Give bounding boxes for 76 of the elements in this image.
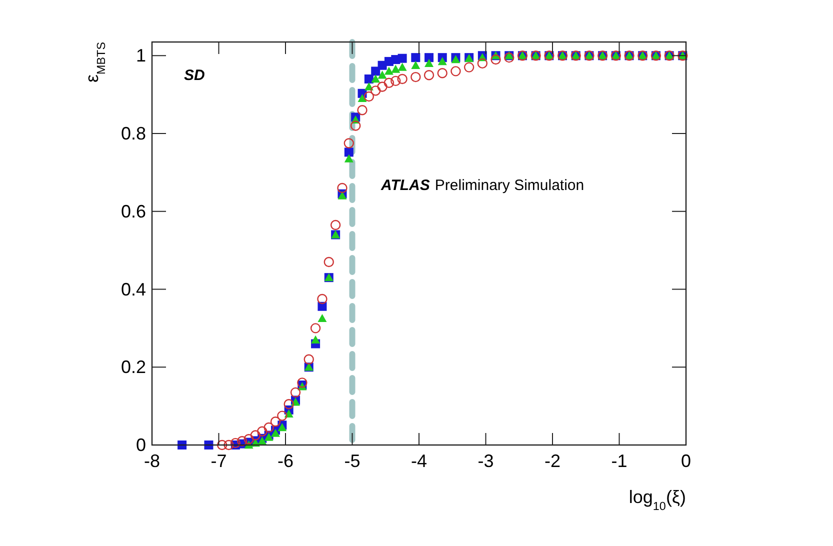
point (358, 94, 367, 102)
point (350, 120, 361, 131)
point (357, 105, 368, 116)
point (424, 53, 434, 62)
y-tick-label: 0.2 (120, 357, 146, 378)
point (244, 434, 254, 444)
point (317, 294, 328, 304)
annotation: SD (184, 67, 206, 84)
point (344, 154, 354, 162)
x-tick-label: -6 (277, 451, 294, 471)
point (318, 314, 327, 322)
x-tick-label: 0 (680, 451, 692, 471)
point (290, 387, 301, 398)
point (344, 148, 354, 157)
y-tick-label: 0.4 (120, 279, 146, 300)
x-tick-label: -5 (344, 451, 360, 471)
point (337, 182, 348, 194)
point (270, 428, 280, 437)
point (410, 72, 421, 82)
point (250, 430, 261, 440)
point (324, 256, 334, 268)
point (384, 78, 394, 88)
point (370, 86, 381, 96)
point (311, 335, 320, 344)
point (477, 58, 488, 69)
x-axis-title: log$_{10}$(ξ) (628, 487, 686, 512)
point (364, 82, 374, 90)
point (384, 66, 394, 75)
point (371, 66, 380, 76)
point (224, 440, 234, 450)
point (378, 70, 387, 79)
x-tick-label: -8 (144, 451, 160, 471)
point (398, 54, 407, 63)
x-tick-label: -3 (478, 451, 494, 471)
point (330, 220, 341, 230)
point (310, 323, 321, 334)
point (437, 68, 448, 78)
y-tick-label: 0 (136, 435, 146, 455)
x-tick-label: -2 (544, 451, 561, 471)
point (450, 66, 461, 76)
point (438, 56, 447, 66)
point (411, 60, 420, 69)
x-tick-label: -1 (611, 451, 628, 471)
point (490, 54, 501, 65)
point (398, 62, 407, 71)
y-tick-label: 0.6 (120, 201, 146, 222)
point (364, 91, 374, 102)
point (284, 409, 294, 418)
point (216, 440, 228, 450)
point (237, 436, 248, 446)
point (297, 378, 308, 388)
point (264, 422, 274, 433)
point (397, 74, 408, 84)
point (464, 62, 474, 72)
point (411, 53, 420, 62)
point (344, 138, 354, 148)
point (257, 426, 268, 436)
point (391, 64, 400, 73)
point (390, 76, 401, 86)
point (371, 74, 380, 83)
point (284, 399, 294, 410)
annotation: ATLAS (380, 177, 430, 194)
point (377, 82, 388, 92)
y-tick-label: 1 (136, 46, 146, 66)
point (504, 52, 514, 63)
x-tick-label: -7 (210, 451, 227, 471)
point (304, 354, 314, 364)
point (424, 70, 434, 80)
point (277, 410, 288, 421)
point (424, 58, 434, 68)
point (258, 436, 267, 445)
y-tick-label: 0.8 (120, 124, 146, 144)
annotation: Preliminary Simulation (434, 177, 584, 194)
point (230, 438, 241, 448)
x-tick-label: -4 (410, 451, 428, 471)
point (270, 416, 281, 427)
